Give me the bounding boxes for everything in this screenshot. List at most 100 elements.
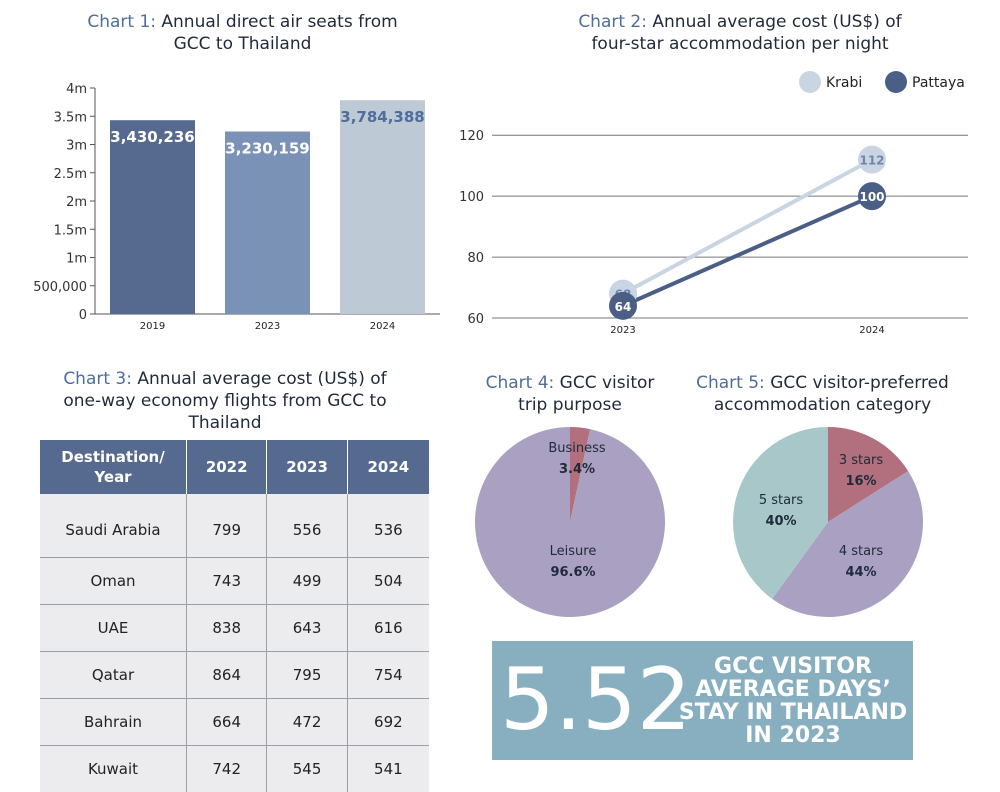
y-tick-label: 120 [459,129,484,144]
chart5-title: Chart 5: GCC visitor-preferred accommoda… [680,372,965,416]
x-tick-label: 2023 [610,325,635,336]
table-header-cell: 2023 [267,440,347,494]
table-cell: 743 [187,558,267,605]
y-tick-label: 60 [467,312,484,327]
chart4-title: Chart 4: GCC visitor trip purpose [470,372,670,416]
table-cell: 541 [347,746,429,792]
series-line-krabi [623,160,872,294]
stay-duration-banner: 5.52 GCC VISITOR AVERAGE DAYS’ STAY IN T… [492,641,913,760]
bar-2024 [340,100,425,314]
table-cell: 545 [267,746,347,792]
banner-line-2: AVERAGE DAYS’ [678,678,908,701]
x-tick-label: 2023 [255,321,280,332]
table-cell: 504 [347,558,429,605]
pie-label: 4 stars [839,544,884,559]
y-tick-label: 3.5m [54,110,87,125]
bar-data-label: 3,230,159 [225,139,309,157]
y-tick-label: 4m [66,82,87,97]
y-tick-label: 3m [66,139,87,154]
chart1-title: Chart 1: Annual direct air seats from GC… [70,11,415,55]
chart3-title: Chart 3: Annual average cost (US$) of on… [55,368,395,434]
table-header-cell: 2024 [347,440,429,494]
stay-duration-value: 5.52 [500,647,691,753]
point-label: 112 [859,154,884,168]
table-cell: Bahrain [40,699,187,746]
table-cell: 556 [267,494,347,558]
legend-label: Pattaya [912,75,965,91]
table-cell: 795 [267,652,347,699]
table-cell: Saudi Arabia [40,494,187,558]
pie-label: Leisure [550,544,597,559]
chart2-line-chart: 6080100120202320246811264100KrabiPattaya [440,60,980,350]
bar-2019 [110,120,195,314]
chart1-title-text: Annual direct air seats from GCC to Thai… [161,12,397,54]
table-cell: 499 [267,558,347,605]
table-cell: 742 [187,746,267,792]
x-tick-label: 2019 [140,321,165,332]
legend-swatch [799,71,821,93]
pie-value-label: 44% [845,565,876,580]
banner-line-4: IN 2023 [678,724,908,747]
y-tick-label: 500,000 [33,280,87,295]
pie-value-label: 16% [845,474,876,489]
table-cell: 838 [187,605,267,652]
x-tick-label: 2024 [859,325,884,336]
chart3-title-number: Chart 3: [63,369,132,389]
y-tick-label: 2.5m [54,167,87,182]
table-cell: 754 [347,652,429,699]
table-cell: Kuwait [40,746,187,792]
legend-label: Krabi [826,75,862,91]
table-cell: 616 [347,605,429,652]
point-label: 64 [615,300,632,314]
table-cell: 472 [267,699,347,746]
chart4-pie-chart: Business 3.4% Leisure 96.6% [470,422,670,622]
point-label: 100 [859,190,884,204]
table-cell: 799 [187,494,267,558]
bar-data-label: 3,430,236 [110,128,194,146]
y-tick-label: 2m [66,195,87,210]
y-tick-label: 1.5m [54,223,87,238]
y-tick-label: 80 [467,251,484,266]
bar-2023 [225,131,310,314]
chart5-title-number: Chart 5: [696,373,765,393]
legend-swatch [885,71,907,93]
chart2-title-number: Chart 2: [578,12,647,32]
y-tick-label: 0 [79,308,87,323]
banner-line-3: STAY IN THAILAND [678,701,908,724]
y-tick-label: 1m [66,252,87,267]
series-line-pattaya [623,196,872,306]
table-cell: 692 [347,699,429,746]
banner-line-1: GCC VISITOR [678,655,908,678]
table-cell: 864 [187,652,267,699]
pie-value-label: 96.6% [550,565,595,580]
chart2-title: Chart 2: Annual average cost (US$) of fo… [560,11,920,55]
pie-label: 5 stars [759,493,804,508]
chart5-pie-chart: 3 stars 16% 4 stars 44% 5 stars 40% [728,422,928,622]
table-header-cell: Destination/ Year [40,440,187,494]
pie-label: 3 stars [839,453,884,468]
table-header-cell: 2022 [187,440,267,494]
table-cell: UAE [40,605,187,652]
pie-label: Business [548,441,606,456]
chart4-title-number: Chart 4: [486,373,555,393]
table-cell: 643 [267,605,347,652]
pie-value-label: 3.4% [559,462,595,477]
chart1-bar-chart: 0 500,000 1m 1.5m 2m 2.5m 3m 3.5m 4m 2019 3,430,23… [0,70,460,340]
stay-duration-caption: GCC VISITOR AVERAGE DAYS’ STAY IN THAILA… [678,655,908,747]
y-tick-label: 100 [459,190,484,205]
table-cell: Qatar [40,652,187,699]
chart1-title-number: Chart 1: [87,12,156,32]
table-cell: Oman [40,558,187,605]
x-tick-label: 2024 [370,321,395,332]
table-cell: 536 [347,494,429,558]
pie-value-label: 40% [765,514,796,529]
table-cell: 664 [187,699,267,746]
